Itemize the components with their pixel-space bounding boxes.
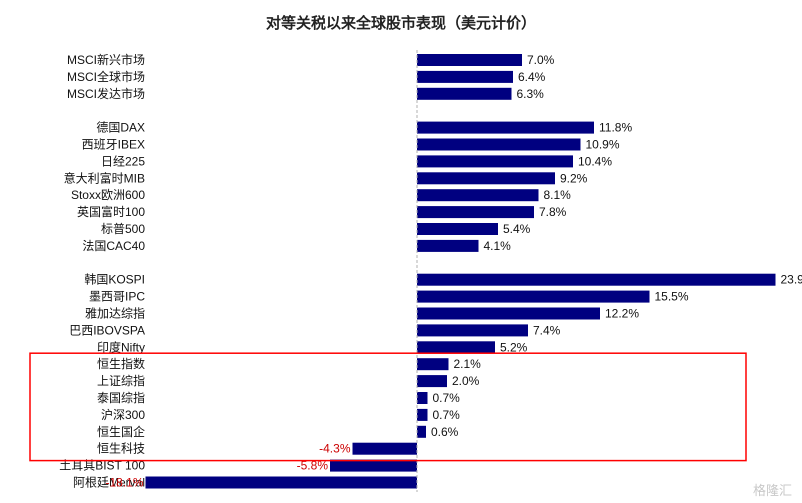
- category-label: 巴西IBOVSPA: [69, 323, 145, 337]
- data-label: 2.1%: [454, 357, 482, 371]
- category-label: 印度Nifty: [97, 339, 145, 354]
- bar: [417, 307, 600, 320]
- bar: [352, 442, 417, 455]
- data-label: 0.7%: [433, 408, 461, 422]
- category-label: 法国CAC40: [82, 239, 145, 253]
- bar: [330, 459, 417, 472]
- category-label: MSCI发达市场: [67, 86, 145, 101]
- category-label: 阿根廷Merval: [73, 476, 145, 490]
- data-label: 23.9%: [781, 273, 802, 287]
- bar: [417, 121, 594, 134]
- bar: [417, 375, 447, 388]
- data-label: 5.4%: [503, 222, 531, 236]
- data-label: -4.3%: [319, 442, 351, 456]
- data-label: 7.0%: [527, 53, 555, 67]
- bar: [417, 87, 512, 100]
- category-label: 恒生指数: [97, 356, 145, 371]
- bar: [417, 273, 776, 286]
- category-label: 意大利富时MIB: [64, 170, 145, 185]
- watermark-logo: 格隆汇: [752, 483, 792, 498]
- category-label: 西班牙IBEX: [82, 138, 145, 152]
- bar: [417, 70, 513, 83]
- bar: [417, 206, 534, 219]
- bar: [417, 155, 573, 168]
- data-label: 11.8%: [599, 121, 632, 135]
- chart-title: 对等关税以来全球股市表现（美元计价）: [265, 15, 536, 32]
- category-label: 韩国KOSPI: [84, 272, 145, 287]
- category-label: 泰国综指: [97, 390, 145, 405]
- data-label: 8.1%: [544, 188, 572, 202]
- data-label: 2.0%: [452, 374, 480, 388]
- bar: [417, 239, 479, 252]
- bar: [417, 425, 426, 438]
- bar: [417, 341, 495, 354]
- bar: [417, 408, 428, 421]
- bar: [417, 324, 528, 337]
- category-label: 沪深300: [101, 408, 145, 422]
- bar: [417, 138, 581, 151]
- data-label: 12.2%: [605, 307, 639, 321]
- category-label: MSCI新兴市场: [67, 52, 145, 67]
- data-label: 6.4%: [518, 70, 546, 84]
- bar: [417, 223, 498, 235]
- category-label: 恒生国企: [97, 424, 145, 439]
- data-label: 9.2%: [560, 171, 588, 185]
- data-label: 7.8%: [539, 205, 567, 219]
- data-label: 4.1%: [484, 239, 512, 253]
- bars-layer: MSCI新兴市场 7.0% MSCI全球市场 6.4% MSCI发达市场 6.3% 德国DA…: [59, 52, 802, 490]
- data-label: 5.2%: [500, 340, 528, 354]
- bar: [145, 476, 417, 489]
- bar: [417, 54, 522, 66]
- bar: [417, 358, 449, 371]
- category-label: MSCI全球市场: [67, 69, 145, 84]
- bar: [417, 392, 428, 404]
- category-label: 恒生科技: [97, 442, 145, 456]
- highlight-box: [29, 352, 747, 462]
- category-label: 日经225: [101, 154, 145, 168]
- bar: [417, 172, 555, 185]
- data-label: -18.1%: [105, 476, 143, 490]
- category-label: 雅加达综指: [85, 306, 145, 321]
- category-label: 英国富时100: [77, 204, 145, 219]
- data-label: -5.8%: [297, 459, 329, 473]
- category-label: 德国DAX: [96, 120, 145, 135]
- data-label: 7.4%: [533, 323, 561, 337]
- data-label: 15.5%: [655, 290, 689, 304]
- bar: [417, 290, 650, 303]
- data-label: 10.9%: [586, 138, 620, 152]
- category-label: 土耳其BIST 100: [59, 459, 145, 473]
- data-label: 0.6%: [431, 425, 459, 439]
- data-label: 10.4%: [578, 154, 612, 168]
- category-label: Stoxx欧洲600: [71, 188, 145, 202]
- category-label: 上证综指: [97, 373, 145, 388]
- bar: [417, 189, 539, 202]
- data-label: 6.3%: [517, 87, 545, 101]
- category-label: 标普500: [101, 222, 145, 236]
- category-label: 墨西哥IPC: [89, 290, 145, 304]
- data-label: 0.7%: [433, 391, 461, 405]
